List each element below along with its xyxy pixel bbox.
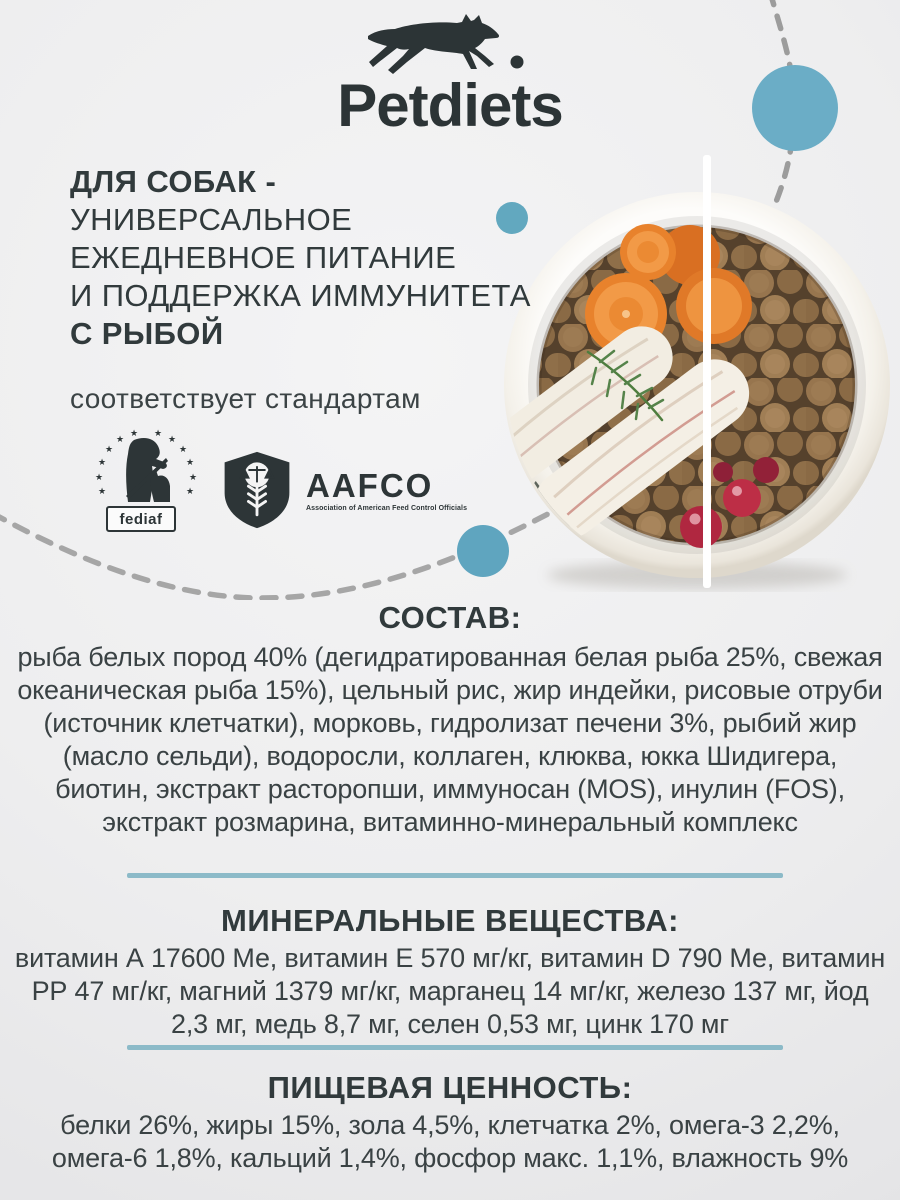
standards-note: соответствует стандартам <box>70 383 421 414</box>
svg-text:★: ★ <box>189 473 197 483</box>
food-bowl-photo <box>504 155 890 588</box>
accent-circle-medium <box>457 525 509 577</box>
bowl-split-line <box>703 155 711 588</box>
fediaf-label: fediaf <box>106 506 176 532</box>
aafco-shield-icon <box>224 451 290 529</box>
headline-line: ЕЖЕДНЕВНОЕ ПИТАНИЕ <box>70 240 457 275</box>
fediaf-logo-icon: ★★★ ★★ ★★★ ★★ ★★ <box>95 429 197 502</box>
headline-line: ДЛЯ СОБАК - <box>70 164 277 199</box>
accent-circle-small <box>496 202 528 234</box>
dashed-curve-left <box>0 491 588 600</box>
headline-line: С РЫБОЙ <box>70 316 224 351</box>
certifications: ★ ★ ★ ★ ★ ★ ★ ★ ★ ★ ★ ★ fediaf <box>92 428 467 532</box>
cranberries <box>680 457 779 548</box>
hero-art <box>0 0 890 600</box>
nutrition-title: ПИЩЕВАЯ ЦЕННОСТЬ: <box>267 1070 633 1105</box>
brand-wordmark: Petdiets <box>337 72 563 139</box>
rosemary-sprig <box>586 349 665 422</box>
minerals-title: МИНЕРАЛЬНЫЕ ВЕЩЕСТВА: <box>221 903 679 938</box>
section-divider <box>127 873 783 878</box>
nutrition-body: белки 26%, жиры 15%, зола 4,5%, клетчатк… <box>51 1110 849 1173</box>
section-divider <box>127 1045 783 1050</box>
svg-text:★: ★ <box>130 429 138 439</box>
accent-circle-large <box>752 65 838 151</box>
svg-text:★: ★ <box>179 445 187 455</box>
svg-text:★: ★ <box>186 458 194 468</box>
brand-block: Petdiets <box>0 12 900 137</box>
svg-text:★: ★ <box>168 435 176 445</box>
running-dog-logo-icon <box>368 14 524 74</box>
svg-text:★: ★ <box>98 458 106 468</box>
aafco-logo: AAFCO Association of American Feed Contr… <box>218 450 467 530</box>
svg-text:★: ★ <box>154 429 162 439</box>
svg-text:★: ★ <box>105 445 113 455</box>
carrot-slices <box>585 224 752 355</box>
headline-line: И ПОДДЕРЖКА ИММУНИТЕТА <box>70 278 531 313</box>
aafco-subtitle: Association of American Feed Control Off… <box>306 504 468 512</box>
aafco-text: AAFCO Association of American Feed Contr… <box>306 469 467 512</box>
headline-line: УНИВЕРСАЛЬНОЕ <box>70 202 353 237</box>
composition-body: рыба белых пород 40% (дегидратированная … <box>17 642 883 837</box>
svg-text:★: ★ <box>186 487 194 497</box>
svg-text:★: ★ <box>116 435 124 445</box>
svg-text:★: ★ <box>98 487 106 497</box>
svg-text:★: ★ <box>95 473 103 483</box>
aafco-name: AAFCO <box>306 466 434 504</box>
fediaf-logo: ★ ★ ★ ★ ★ ★ ★ ★ ★ ★ ★ ★ fediaf <box>92 428 200 532</box>
composition-title: СОСТАВ: <box>378 600 522 635</box>
headline: ДЛЯ СОБАК - УНИВЕРСАЛЬНОЕ ЕЖЕДНЕВНОЕ ПИТ… <box>70 163 570 353</box>
minerals-body: витамин А 17600 Ме, витамин Е 570 мг/кг,… <box>14 943 886 1039</box>
